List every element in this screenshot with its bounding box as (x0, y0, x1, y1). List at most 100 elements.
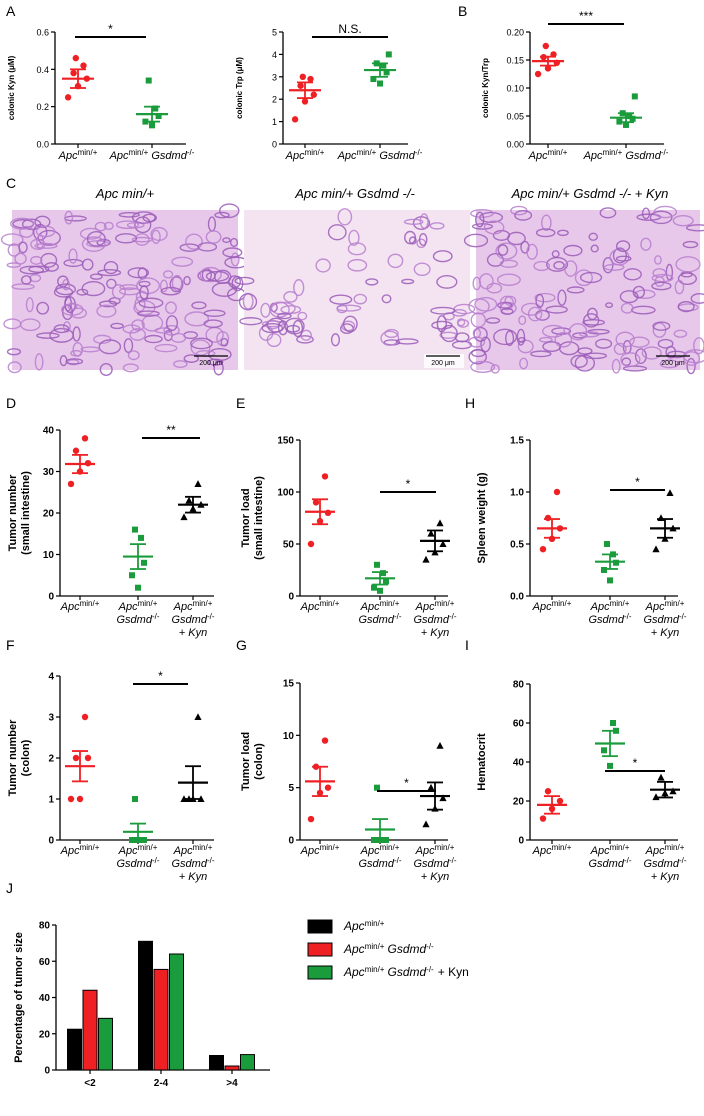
tissue-gland (277, 320, 289, 336)
tissue-gland (623, 268, 642, 281)
y-tick-label: 2 (272, 95, 277, 105)
tissue-gland (675, 256, 701, 273)
tissue-gland (553, 260, 565, 270)
kyn-word: + Kyn (438, 965, 469, 979)
data-point (129, 572, 135, 579)
data-point (312, 499, 320, 506)
x-tick-label-text: Apcmin/+ (285, 148, 325, 162)
apc-genotype: min/+ (138, 599, 158, 608)
x-tick-label-line: Gsdmd-/- (116, 856, 159, 870)
apc-word: Apc (343, 919, 365, 933)
tissue-gland (203, 309, 226, 317)
tissue-gland (533, 260, 550, 272)
tissue-gland (19, 265, 45, 275)
tissue-gland (595, 338, 613, 349)
x-tick-label: Apcmin/+ (58, 148, 98, 162)
gsdmd-genotype: -/- (624, 612, 632, 621)
x-tick-label-line: Apcmin/+ (415, 843, 455, 857)
tissue-gland (401, 278, 415, 285)
y-tick-label: 20 (39, 1029, 51, 1040)
apc-genotype: min/+ (380, 843, 400, 852)
data-point (371, 584, 377, 591)
tissue-gland (171, 256, 194, 267)
tissue-gland (480, 336, 491, 353)
y-axis-label: Tumor number(colon) (7, 719, 32, 797)
gsdmd-word: Gsdmd (171, 614, 207, 626)
tissue-gland (183, 275, 191, 286)
tissue-gland (154, 343, 178, 353)
tissue-gland (605, 302, 614, 309)
tissue-gland (570, 354, 588, 369)
data-point (370, 76, 377, 83)
x-tick-label-text: Apcmin/+ (58, 148, 98, 162)
tissue-gland (499, 259, 519, 268)
tissue-gland (183, 354, 200, 363)
apc-genotype: min/+ (80, 843, 100, 852)
tissue-gland (557, 289, 567, 306)
y-tick-label: 0.4 (36, 65, 49, 75)
tissue-gland (615, 255, 632, 262)
tissue-gland (337, 208, 353, 226)
data-point (539, 546, 547, 553)
x-tick-label-line: Apcmin/+ (60, 599, 100, 613)
gsdmd-word: Gsdmd (387, 965, 426, 979)
tissue-gland (111, 284, 126, 300)
gsdmd-word: Gsdmd (413, 858, 449, 870)
apc-genotype: min/+ (610, 843, 630, 852)
tissue-gland (519, 357, 529, 370)
scale-bar-label: 200 μm (431, 360, 455, 367)
data-point (374, 561, 380, 568)
tissue-gland (497, 244, 509, 256)
x-tick-label-line: Gsdmd-/- (643, 856, 686, 870)
bar (82, 989, 98, 1071)
tissue-gland (628, 336, 650, 348)
tissue-gland (615, 240, 631, 253)
apc-word: Apc (590, 601, 610, 613)
x-tick-label: Apcmin/+Gsdmd-/-+ Kyn (171, 843, 214, 883)
x-tick-label-line: Gsdmd-/- (358, 612, 401, 626)
tissue-gland (197, 242, 218, 252)
gsdmd-word: Gsdmd (151, 150, 187, 162)
tissue-gland (25, 297, 34, 313)
x-tick-label: Apcmin/+Gsdmd-/- (116, 843, 159, 870)
tissue-gland (222, 237, 231, 244)
tissue-gland (470, 360, 496, 373)
tissue-gland (505, 330, 515, 347)
tissue-gland (632, 285, 646, 299)
tissue-gland (67, 302, 78, 311)
data-point (436, 742, 444, 749)
tissue-gland (381, 294, 392, 304)
y-tick-label: 100 (277, 488, 294, 499)
tissue-gland (651, 281, 672, 291)
tissue-gland (456, 318, 466, 327)
tissue-gland (490, 364, 500, 374)
tissue-gland (6, 348, 22, 356)
gsdmd-genotype: -/- (661, 148, 669, 157)
tissue-gland (137, 310, 160, 317)
tissue-gland (542, 324, 566, 338)
tissue-gland (163, 324, 180, 336)
tissue-gland (61, 303, 84, 316)
apc-word: Apc (300, 845, 320, 857)
legend-label: Apcmin/+ Gsdmd-/- (343, 942, 434, 956)
bar (224, 1065, 240, 1071)
x-tick-label-line: Gsdmd-/- (413, 856, 456, 870)
data-point (81, 713, 89, 721)
tissue-gland (653, 255, 662, 265)
y-tick-label: 0.15 (506, 56, 524, 66)
x-tick-label-line: Gsdmd-/- (171, 612, 214, 626)
data-point (80, 62, 87, 69)
tissue-gland (620, 352, 641, 368)
tissue-gland (53, 324, 70, 334)
tissue-gland (34, 242, 58, 249)
tissue-gland (611, 358, 621, 374)
tissue-gland (665, 345, 677, 359)
tissue-gland (693, 337, 704, 355)
y-tick-label: 4 (48, 672, 54, 683)
apc-genotype: min/+ (665, 599, 685, 608)
apc-genotype: min/+ (548, 148, 568, 157)
tissue-gland (70, 349, 82, 357)
tissue-gland (499, 295, 515, 311)
